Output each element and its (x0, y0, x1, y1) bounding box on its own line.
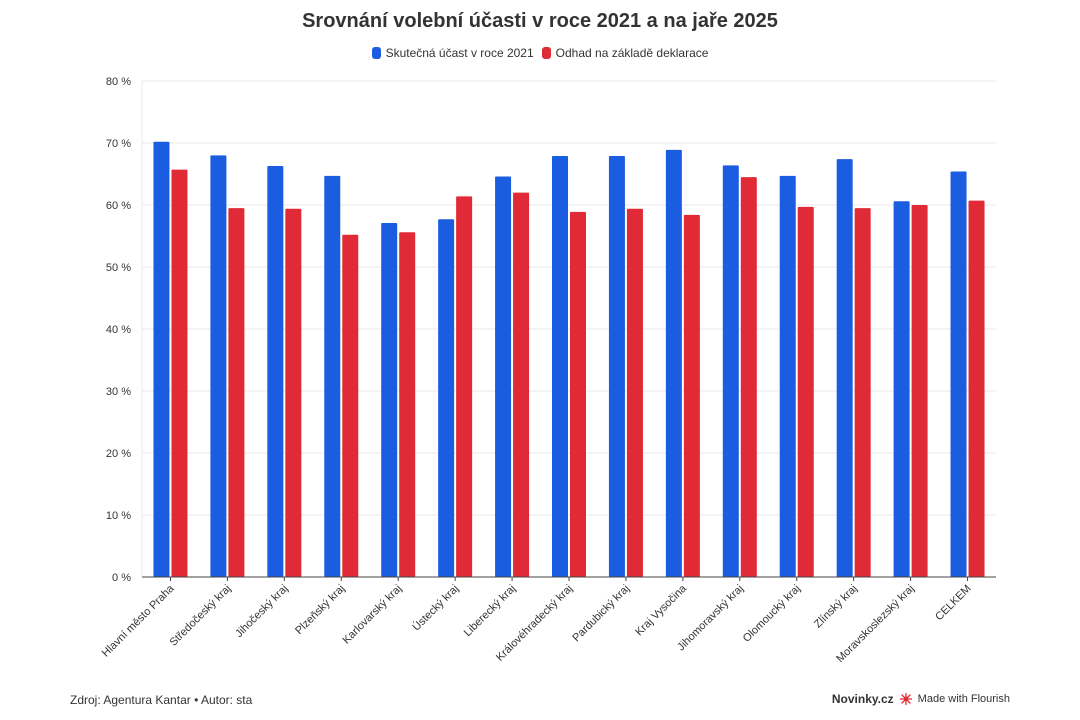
legend-item-2025[interactable]: Odhad na základě deklarace (541, 46, 709, 60)
x-tick-label: Pardubický kraj (570, 583, 632, 645)
bar-2021[interactable] (153, 141, 170, 577)
bar-2025[interactable] (171, 169, 188, 577)
legend-swatch-2021 (371, 47, 381, 59)
x-tick-label: Karlovarský kraj (341, 583, 405, 647)
bar-2025[interactable] (740, 177, 757, 577)
x-tick-label: Středočeský kraj (168, 583, 234, 649)
bar-2025[interactable] (854, 208, 871, 577)
bar-2021[interactable] (438, 219, 455, 577)
y-tick-label: 40 % (106, 324, 131, 336)
x-tick-label: Plzeňský kraj (293, 583, 347, 637)
y-tick-label: 0 % (112, 572, 131, 584)
bar-2021[interactable] (893, 201, 910, 577)
bar-chart: 0 % 10 % 20 % 30 % 40 % 50 % 60 % 70 % 80 % Hlavn… (100, 76, 996, 665)
x-tick-label: CELKEM (933, 583, 973, 623)
y-tick-label: 20 % (106, 448, 131, 460)
bar-2025[interactable] (228, 208, 245, 577)
bar-2025[interactable] (797, 206, 814, 578)
bar-2021[interactable] (324, 175, 341, 578)
legend-label-2021: Skutečná účast v roce 2021 (385, 46, 534, 60)
bar-2021[interactable] (608, 156, 625, 577)
x-tick-label: Olomoucký kraj (741, 583, 803, 645)
brand-logo[interactable]: Novinky.cz (831, 692, 894, 706)
y-tick-label: 50 % (106, 262, 131, 274)
y-tick-label: 60 % (106, 200, 131, 212)
bar-2025[interactable] (911, 205, 928, 577)
y-tick-label: 10 % (106, 510, 131, 522)
y-tick-label: 30 % (106, 386, 131, 398)
bar-2025[interactable] (285, 208, 302, 577)
bar-2021[interactable] (779, 175, 796, 578)
source-credit: Zdroj: Agentura Kantar • Autor: sta (70, 693, 253, 707)
y-tick-label: 80 % (106, 76, 131, 88)
bar-2025[interactable] (456, 196, 473, 577)
chart-title: Srovnání volební účasti v roce 2021 a na… (302, 10, 778, 32)
legend-item-2021[interactable]: Skutečná účast v roce 2021 (371, 46, 534, 60)
bar-2025[interactable] (399, 232, 416, 577)
bar-2021[interactable] (552, 156, 568, 577)
y-tick-label: 70 % (106, 138, 131, 150)
x-tick-label: Jihočeský kraj (233, 583, 290, 640)
bar-2025[interactable] (683, 214, 700, 578)
legend-label-2025: Odhad na základě deklarace (555, 46, 709, 60)
bar-2025[interactable] (570, 211, 586, 577)
made-with-flourish-link[interactable]: Made with Flourish (917, 693, 1010, 705)
bar-2021[interactable] (722, 165, 739, 577)
bar-2021[interactable] (665, 149, 682, 577)
chart-legend: Skutečná účast v roce 2021 Odhad na zákl… (0, 46, 1080, 60)
bar-2021[interactable] (950, 171, 967, 577)
x-tick-label: Kraj Vysočina (633, 582, 689, 638)
footer-branding: Novinky.cz Made with Flourish (832, 692, 1010, 706)
bar-2021[interactable] (836, 159, 853, 577)
flourish-icon (899, 693, 912, 705)
x-tick-label: Zlínský kraj (812, 583, 860, 631)
bar-2021[interactable] (210, 155, 227, 577)
x-tick-label: Liberecký kraj (462, 583, 518, 639)
x-tick-label: Hlavní město Praha (100, 582, 177, 659)
bar-2025[interactable] (342, 234, 359, 577)
bar-2025[interactable] (968, 200, 985, 577)
bar-2025[interactable] (513, 192, 530, 577)
bar-2025[interactable] (626, 208, 643, 577)
bar-2021[interactable] (495, 176, 512, 578)
bar-2021[interactable] (267, 165, 284, 577)
x-tick-label: Ústecký kraj (410, 582, 462, 634)
bar-2021[interactable] (381, 222, 398, 578)
legend-swatch-2025 (541, 47, 551, 59)
